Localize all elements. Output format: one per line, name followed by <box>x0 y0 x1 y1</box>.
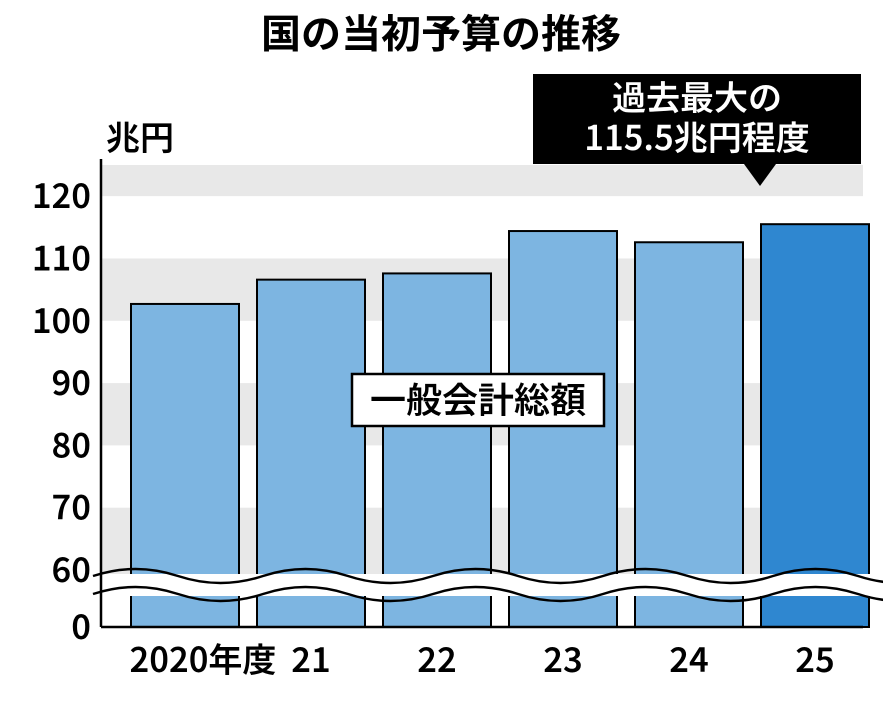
x-tick-label: 2020年度 <box>130 633 277 682</box>
bar <box>509 231 617 627</box>
axis-break-fill <box>93 574 871 596</box>
callout-line2: 115.5兆円程度 <box>584 111 809 160</box>
y-tick-label: 60 <box>52 543 91 592</box>
y-tick-label: 0 <box>71 600 91 649</box>
y-tick-label: 70 <box>52 481 91 530</box>
y-tick-label: 120 <box>32 169 91 218</box>
y-tick-label: 80 <box>52 418 91 467</box>
y-tick-label: 100 <box>32 294 91 343</box>
chart-svg: 0 60 70 80 90 100 110 120 2020年度 21 22 23 24 25 国の当初予算… <box>0 0 883 702</box>
unit-label: 兆円 <box>106 111 174 160</box>
y-tick-label: 110 <box>32 231 91 280</box>
legend-label: 一般会計総額 <box>370 372 586 424</box>
x-tick-label: 21 <box>291 633 330 682</box>
chart-container: 0 60 70 80 90 100 110 120 2020年度 21 22 23 24 25 国の当初予算… <box>0 0 883 702</box>
y-tick-label: 90 <box>52 356 91 405</box>
x-tick-label: 22 <box>417 633 456 682</box>
chart-title: 国の当初予算の推移 <box>261 2 621 60</box>
x-tick-label: 24 <box>669 633 708 682</box>
bar <box>761 224 869 627</box>
x-tick-label: 23 <box>543 633 582 682</box>
x-tick-label: 25 <box>795 633 834 682</box>
